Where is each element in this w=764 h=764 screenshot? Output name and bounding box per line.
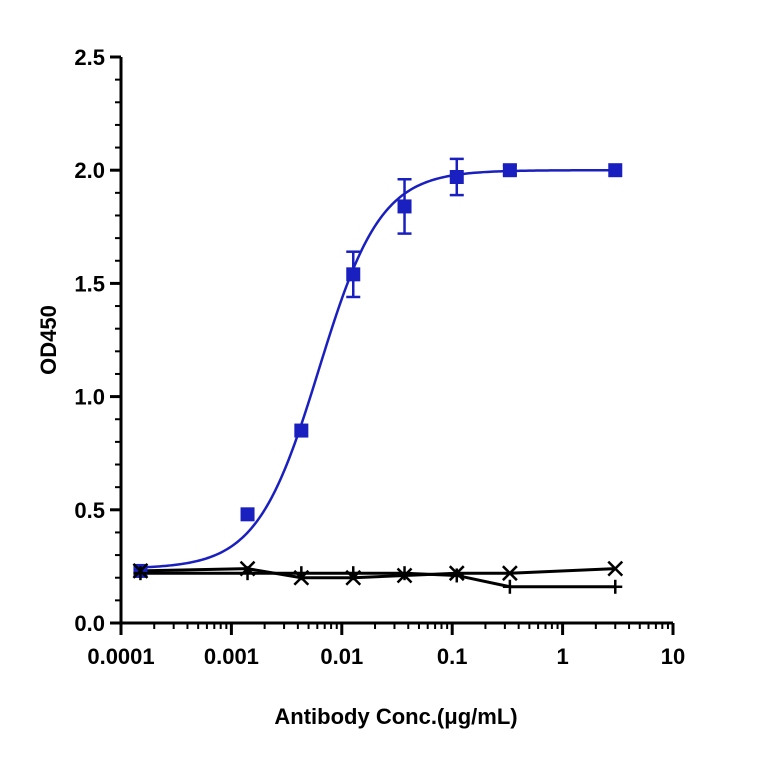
x-marker — [501, 565, 518, 582]
fit-curves — [140, 168, 616, 589]
y-axis-title: OD450 — [36, 305, 61, 375]
plus-marker — [397, 566, 412, 581]
plus-marker — [346, 566, 361, 581]
square-marker — [449, 169, 464, 184]
x-tick-label: 10 — [661, 644, 685, 669]
data-markers — [132, 163, 624, 594]
square-marker — [240, 507, 255, 522]
square-marker — [346, 267, 361, 282]
y-tick-label: 1.0 — [74, 385, 105, 410]
y-tick-label: 1.5 — [74, 271, 105, 296]
y-tick-label: 2.5 — [74, 45, 105, 70]
y-tick-label: 0.0 — [74, 611, 105, 636]
plus-marker — [294, 566, 309, 581]
square-marker — [502, 163, 517, 178]
x-axis: 0.0001 0.001 0.01 0.1 1 10 — [87, 621, 685, 669]
plus-marker — [240, 566, 255, 581]
y-axis: 0.0 0.5 1.0 1.5 2.0 2.5 — [74, 45, 123, 636]
square-marker — [608, 163, 623, 178]
square-marker — [397, 199, 412, 214]
x-marker — [607, 560, 624, 577]
series-2-curve — [140, 571, 616, 589]
plus-marker — [449, 568, 464, 583]
y-tick-label: 2.0 — [74, 158, 105, 183]
x-tick-label: 0.01 — [320, 644, 363, 669]
x-tick-label: 0.0001 — [87, 644, 154, 669]
plus-marker — [608, 579, 623, 594]
square-marker — [294, 423, 309, 438]
series-1-curve — [140, 567, 616, 580]
x-tick-label: 0.1 — [437, 644, 468, 669]
plus-marker — [133, 566, 148, 581]
x-tick-label: 1 — [556, 644, 568, 669]
x-axis-title: Antibody Conc.(μg/mL) — [274, 704, 517, 729]
y-tick-label: 0.5 — [74, 498, 105, 523]
x-tick-label: 0.001 — [204, 644, 259, 669]
plus-marker — [502, 579, 517, 594]
series-0-curve — [140, 168, 616, 569]
